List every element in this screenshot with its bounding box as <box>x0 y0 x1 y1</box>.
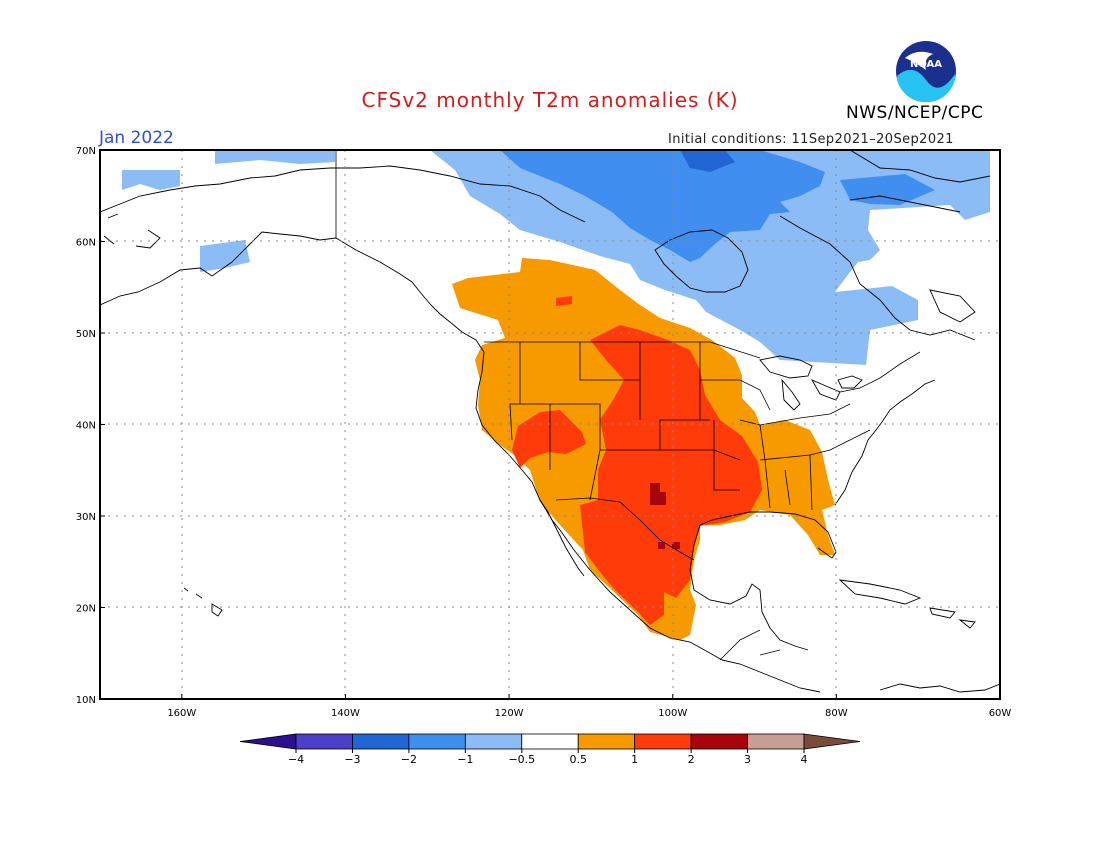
colorbar-tick-label: 1 <box>631 753 638 766</box>
hottest-region <box>650 483 680 549</box>
longitude-labels: 160W 140W 120W 100W 80W 60W <box>167 694 1011 719</box>
cold-anomaly-regions <box>122 150 990 365</box>
coastlines <box>100 150 1000 693</box>
latitude-labels: 70N 60N 50N 40N 30N 20N 10N <box>76 146 105 706</box>
warmer-region <box>512 296 762 625</box>
lon-tick-label: 100W <box>658 708 687 719</box>
colorbar-swatch <box>464 733 523 750</box>
colorbar-tick-label: −4 <box>288 753 304 766</box>
colorbar-swatch <box>690 733 748 750</box>
lat-tick-label: 70N <box>76 146 96 157</box>
colorbar-tick-label: 4 <box>801 753 808 766</box>
colorbar-tick-label: −0.5 <box>508 753 535 766</box>
colorbar-tick-label: −3 <box>344 753 360 766</box>
lat-tick-label: 20N <box>76 604 96 615</box>
lat-tick-label: 50N <box>76 329 96 340</box>
colorbar-tick-label: 0.5 <box>569 753 587 766</box>
lat-tick-label: 40N <box>76 421 96 432</box>
agency-label: NWS/NCEP/CPC <box>846 103 984 123</box>
colorbar-swatch <box>634 733 692 750</box>
warm-anomaly-regions <box>452 258 835 640</box>
lon-tick-label: 120W <box>495 708 524 719</box>
colorbar-tick-label: 3 <box>744 753 751 766</box>
colorbar: −4 −3 −2 −1 −0.5 0.5 1 2 3 4 <box>239 733 861 766</box>
colorbar-swatch <box>747 733 805 750</box>
lon-tick-label: 80W <box>825 708 848 719</box>
colorbar-tick-label: −1 <box>457 753 473 766</box>
cold-region <box>500 150 935 262</box>
initial-conditions: Initial conditions: 11Sep2021–20Sep2021 <box>668 132 954 147</box>
colorbar-swatch <box>352 733 410 750</box>
lat-tick-label: 30N <box>76 512 96 523</box>
noaa-logo-icon: NOAA <box>896 41 956 102</box>
colorbar-swatch <box>577 733 636 750</box>
strong-cold-region <box>680 150 735 172</box>
lat-tick-label: 10N <box>76 695 96 706</box>
grid-lines <box>100 150 1000 699</box>
lon-tick-label: 60W <box>989 708 1012 719</box>
colorbar-low-arrow <box>239 733 297 750</box>
lat-tick-label: 60N <box>76 238 96 249</box>
colorbar-tick-label: −2 <box>401 753 417 766</box>
lon-tick-label: 140W <box>331 708 360 719</box>
colorbar-swatch <box>408 733 466 750</box>
political-borders <box>335 150 921 661</box>
colorbar-swatch <box>521 733 579 750</box>
lon-tick-label: 160W <box>167 708 196 719</box>
colorbar-high-arrow <box>803 733 861 750</box>
colorbar-tick-label: 2 <box>688 753 695 766</box>
colorbar-swatch <box>295 733 353 750</box>
map-title: CFSv2 monthly T2m anomalies (K) <box>361 88 739 112</box>
logo-text: NOAA <box>910 59 942 70</box>
forecast-period: Jan 2022 <box>99 128 174 148</box>
